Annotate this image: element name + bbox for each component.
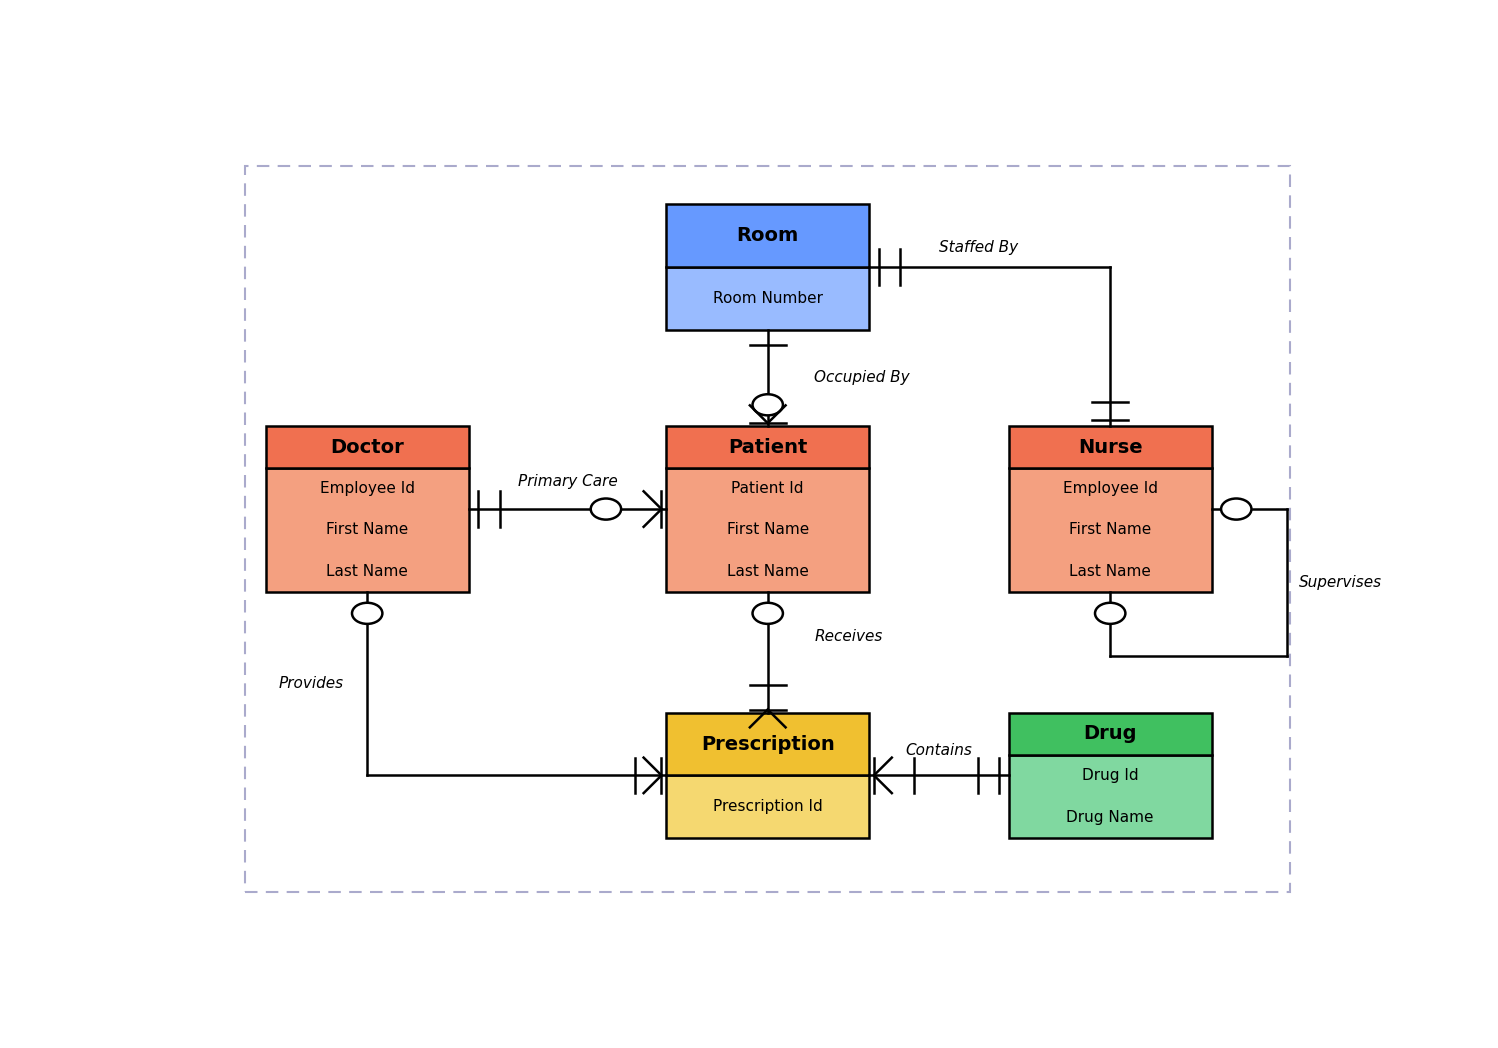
Text: Prescription Id: Prescription Id <box>713 800 822 814</box>
Text: First Name: First Name <box>327 522 409 538</box>
Text: Staffed By: Staffed By <box>939 240 1019 255</box>
Circle shape <box>590 499 622 520</box>
Text: Last Name: Last Name <box>1070 564 1150 578</box>
Text: Room Number: Room Number <box>713 290 822 306</box>
Text: Doctor: Doctor <box>331 437 404 457</box>
Text: Room: Room <box>737 226 798 245</box>
Text: Last Name: Last Name <box>727 564 809 578</box>
Circle shape <box>752 603 783 624</box>
Text: Provides: Provides <box>279 676 345 691</box>
Text: Drug: Drug <box>1083 724 1137 743</box>
Bar <box>265 467 469 592</box>
Circle shape <box>1221 499 1251 520</box>
Text: Patient: Patient <box>728 437 807 457</box>
Text: Supervises: Supervises <box>1299 575 1383 590</box>
Text: Receives: Receives <box>815 629 882 643</box>
Text: First Name: First Name <box>1070 522 1152 538</box>
Text: Drug Name: Drug Name <box>1067 809 1153 825</box>
Text: Prescription: Prescription <box>701 735 834 754</box>
Bar <box>1008 427 1212 467</box>
Bar <box>265 427 469 467</box>
Circle shape <box>352 603 382 624</box>
Bar <box>667 713 869 776</box>
Text: Contains: Contains <box>905 743 972 758</box>
Text: First Name: First Name <box>727 522 809 538</box>
Text: Primary Care: Primary Care <box>518 474 617 488</box>
Bar <box>667 267 869 329</box>
Text: Nurse: Nurse <box>1079 437 1143 457</box>
Bar <box>667 776 869 838</box>
Text: Drug Id: Drug Id <box>1082 768 1138 783</box>
Text: Last Name: Last Name <box>327 564 407 578</box>
Bar <box>1008 467 1212 592</box>
Bar <box>667 427 869 467</box>
Text: Occupied By: Occupied By <box>815 370 909 386</box>
Circle shape <box>752 394 783 415</box>
Bar <box>1008 755 1212 838</box>
Circle shape <box>1095 603 1125 624</box>
Bar <box>667 204 869 267</box>
Text: Patient Id: Patient Id <box>731 481 804 496</box>
Text: Employee Id: Employee Id <box>319 481 415 496</box>
Bar <box>667 467 869 592</box>
Text: Employee Id: Employee Id <box>1062 481 1158 496</box>
Bar <box>1008 713 1212 755</box>
